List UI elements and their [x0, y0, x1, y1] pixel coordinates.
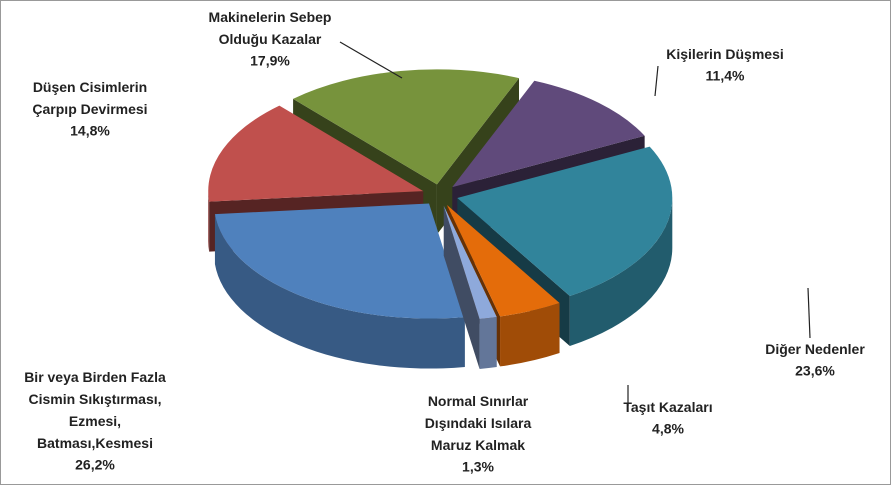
- slice-label-line: Cismin Sıkıştırması,: [28, 391, 161, 407]
- slice-label: Kişilerin Düşmesi: [666, 46, 784, 62]
- slice-value-label: 11,4%: [706, 68, 745, 84]
- slice-label-line: Diğer Nedenler: [765, 341, 865, 357]
- slice-side: [208, 191, 210, 252]
- slice-value-label: 4,8%: [652, 421, 684, 437]
- slice-label-line: Batması,Kesmesi: [37, 435, 153, 451]
- slice-side: [479, 317, 497, 369]
- leader-line: [339, 41, 403, 79]
- slice-label-line: Makinelerin Sebep: [209, 9, 332, 25]
- slice-label-line: Taşıt Kazaları: [623, 399, 712, 415]
- slice-value-label: 14,8%: [70, 123, 110, 139]
- leader-line: [807, 287, 811, 339]
- slice: [443, 205, 497, 369]
- slice-label: Diğer Nedenler: [765, 341, 865, 357]
- slice-top: [457, 146, 673, 296]
- slice-top: [208, 105, 424, 202]
- slice-side: [500, 302, 560, 367]
- slice-label: Düşen Cisimlerin Çarpıp Devirmesi: [32, 79, 147, 117]
- slice-top: [214, 203, 465, 319]
- slice-label-line: Düşen Cisimlerin: [33, 79, 147, 95]
- slice-value-label: 23,6%: [795, 363, 835, 379]
- slice-top: [293, 69, 520, 185]
- slice-label-line: Olduğu Kazalar: [219, 31, 322, 47]
- slice-label: Makinelerin Sebep Olduğu Kazalar: [209, 9, 332, 47]
- slice-wall: [443, 205, 480, 369]
- slice-value-label: 1,3%: [462, 459, 494, 475]
- slice: [214, 203, 465, 369]
- slice-top: [443, 205, 497, 319]
- slice-value-label: 17,9%: [250, 53, 290, 69]
- slice-label-line: Ezmesi,: [69, 413, 121, 429]
- slice-label-line: Dışındaki Isılara: [425, 415, 532, 431]
- slice-label-line: Bir veya Birden Fazla: [24, 369, 166, 385]
- slice-top: [447, 204, 560, 317]
- slice-label: Bir veya Birden Fazla Cismin Sıkıştırması…: [24, 369, 166, 451]
- slice-label-line: Kişilerin Düşmesi: [666, 46, 784, 62]
- slice-side: [569, 197, 673, 346]
- slice-label: Taşıt Kazaları: [623, 399, 712, 415]
- slice-label-line: Çarpıp Devirmesi: [32, 101, 147, 117]
- slice-value-label: 26,2%: [75, 457, 115, 473]
- slice-label-line: Maruz Kalmak: [431, 437, 525, 453]
- slice-side: [214, 214, 465, 369]
- leader-line: [654, 65, 659, 97]
- slice-label-line: Normal Sınırlar: [428, 393, 529, 409]
- slice-top: [452, 80, 645, 188]
- slice-label: Normal Sınırlar Dışındaki Isılara Maruz Ka…: [425, 393, 532, 453]
